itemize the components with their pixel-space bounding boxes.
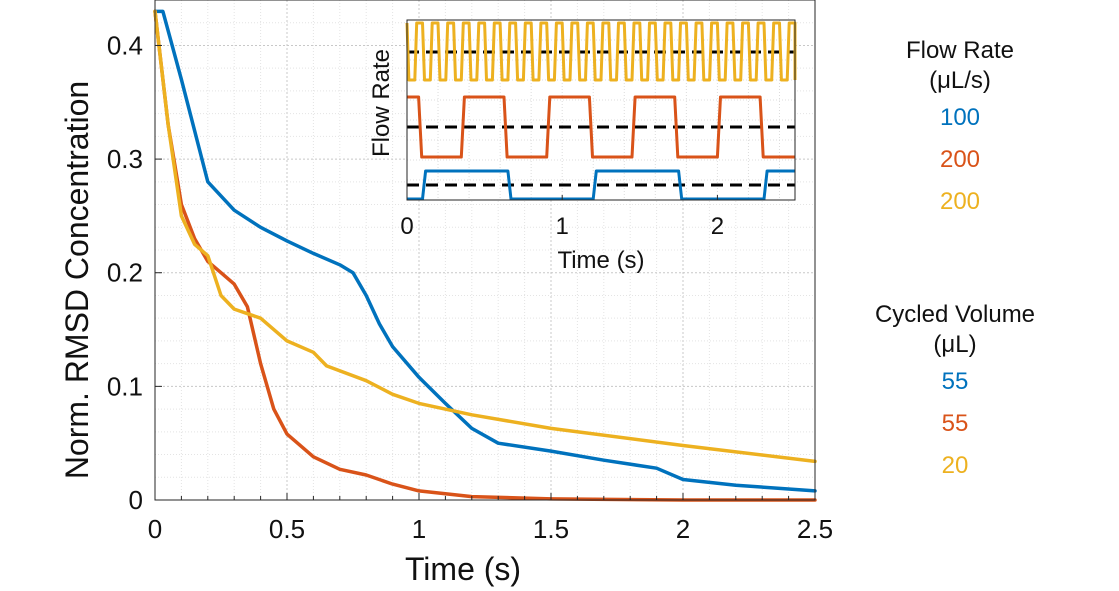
- x-tick-label: 2: [676, 514, 690, 544]
- main-y-axis-label: Norm. RMSD Concentration: [59, 81, 95, 479]
- inset-x-tick-label: 2: [711, 213, 724, 240]
- inset-series-wave-1: [405, 21, 797, 82]
- main-plot-border: [154, 0, 816, 501]
- x-tick-label: 1.5: [533, 514, 569, 544]
- main-x-axis-label: Time (s): [405, 551, 521, 587]
- legend-flow-rate-item: 100: [939, 104, 981, 131]
- legend-flow-rate-title: Flow Rate: [905, 37, 1015, 64]
- series-line-3: [153, 9, 817, 464]
- y-tick-label: 0.2: [107, 258, 143, 288]
- legend-cycled-volume-item: 20: [941, 452, 969, 479]
- legend-flow-rate-item: 200: [939, 146, 981, 173]
- legend-cycled-volume: Cycled Volume (μL) 55 55 20: [855, 300, 1055, 488]
- main-series-lines: [153, 9, 817, 502]
- inset-x-tick-label: 0: [400, 213, 413, 240]
- y-tick-label: 0.1: [107, 371, 143, 401]
- inset-series-lines: [405, 21, 797, 201]
- legend-cycled-volume-unit: (μL): [933, 331, 977, 358]
- series-line-2: [153, 9, 817, 502]
- inset-y-axis-label: Flow Rate: [368, 49, 395, 157]
- y-tick-label: 0.4: [107, 30, 143, 60]
- legend-cycled-volume-item: 55: [941, 410, 969, 437]
- legend-cycled-volume-item: 55: [941, 368, 969, 395]
- main-axis-ticks: 0 0.5 1 1.5 2 2.5 0 0.1 0.2 0.3 0.4: [107, 30, 833, 544]
- series-line-1: [153, 9, 817, 493]
- x-tick-label: 0: [148, 514, 162, 544]
- inset-axis-ticks: 0 1 2: [400, 195, 724, 240]
- inset-x-tick-label: 1: [556, 213, 569, 240]
- x-tick-label: 1: [412, 514, 426, 544]
- x-tick-label: 2.5: [797, 514, 833, 544]
- inset-series-wave-3: [407, 169, 795, 201]
- legend-cycled-volume-title: Cycled Volume: [874, 301, 1036, 328]
- x-tick-label: 0.5: [269, 514, 305, 544]
- y-tick-label: 0.3: [107, 144, 143, 174]
- inset-x-axis-label: Time (s): [557, 247, 644, 274]
- inset-plot-border: [406, 19, 796, 201]
- legend-flow-rate-item: 200: [939, 188, 981, 215]
- inset-series-wave-2: [407, 95, 795, 159]
- y-tick-label: 0: [129, 485, 143, 515]
- inset-chart: 0 1 2 Time (s) Flow Rate: [368, 19, 797, 274]
- legend-flow-rate: Flow Rate (μL/s) 100 200 200: [860, 36, 1060, 224]
- legend-flow-rate-unit: (μL/s): [929, 67, 991, 94]
